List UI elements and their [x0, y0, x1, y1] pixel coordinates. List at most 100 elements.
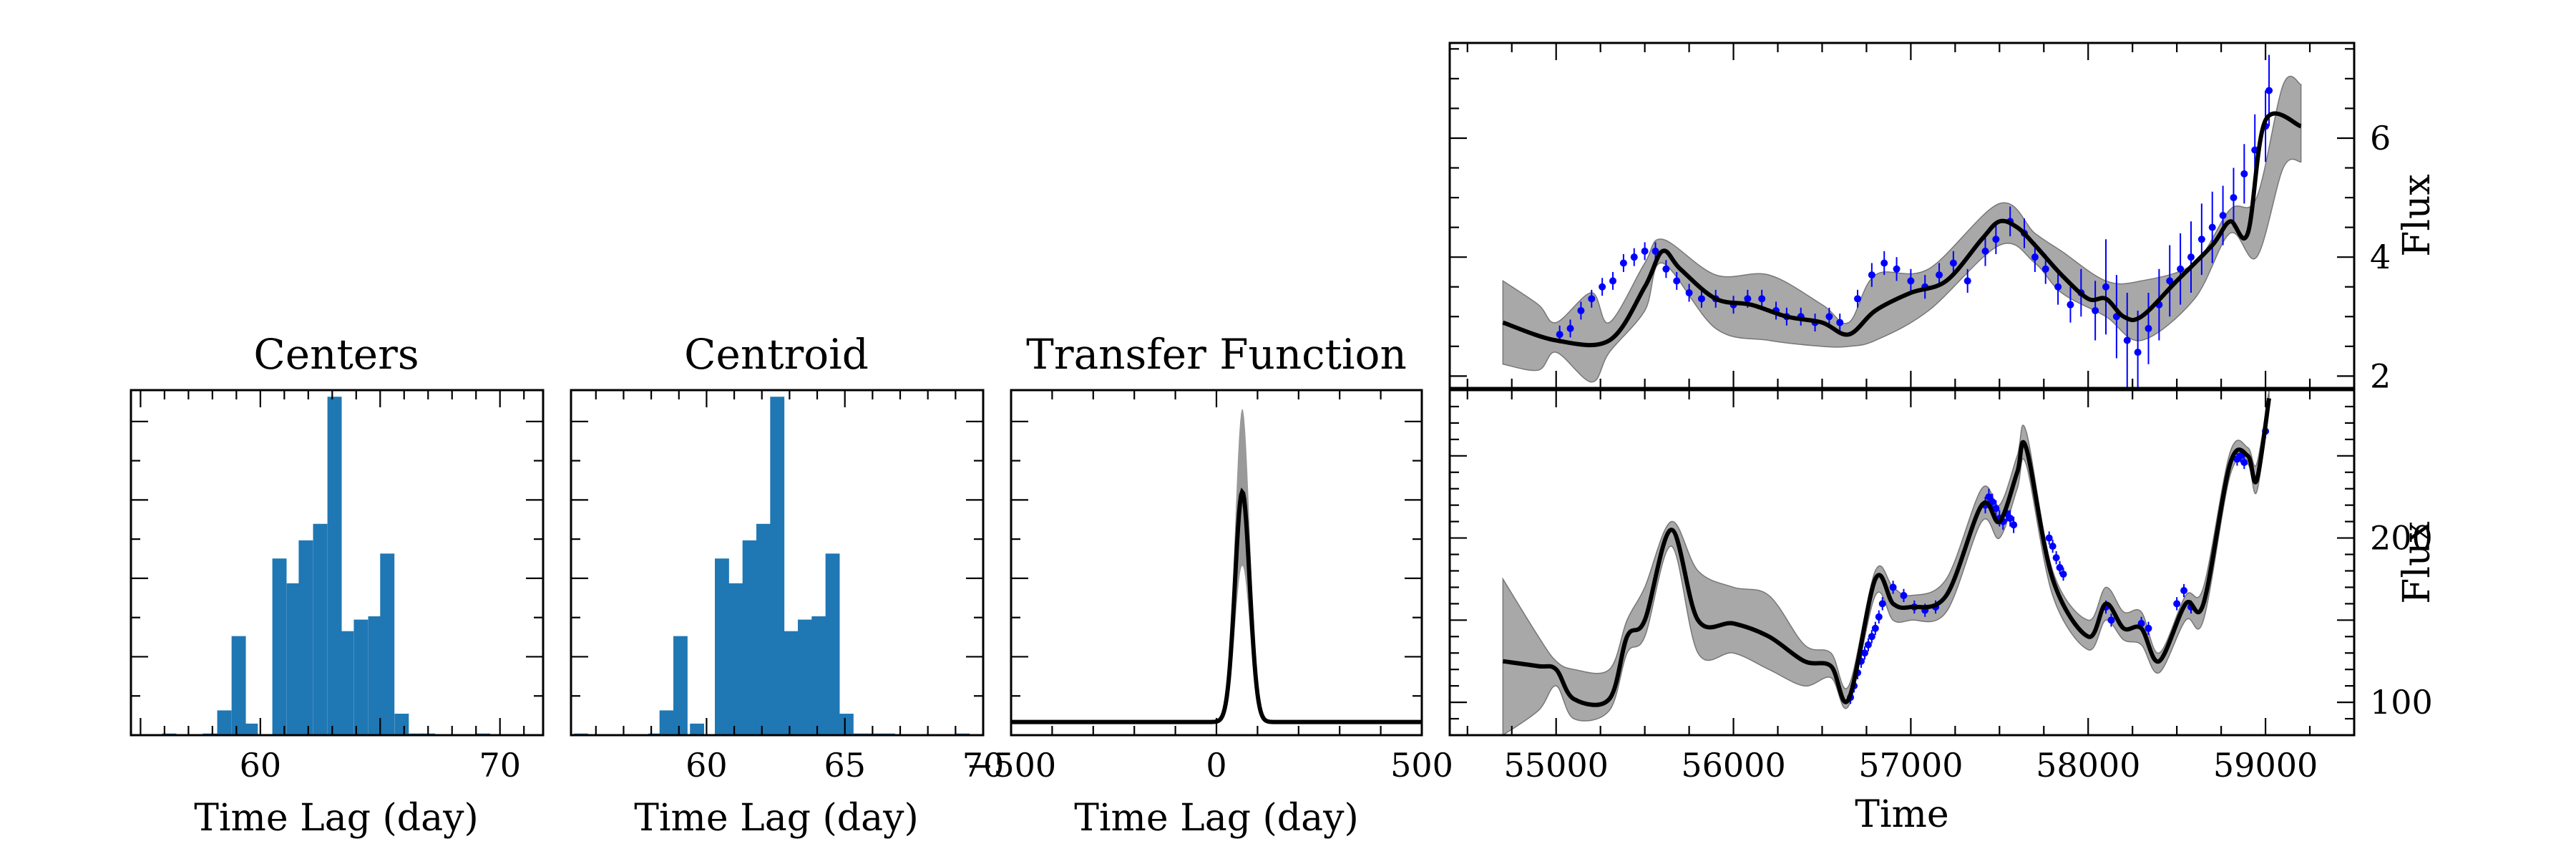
upper-data-point: [1825, 313, 1833, 321]
transfer-function-panel: Transfer Function −500 0 500 Time Lag (day…: [966, 330, 1453, 840]
lower-data-point: [2059, 571, 2067, 578]
centroid-xlabel: Time Lag (day): [634, 797, 919, 840]
upper-data-point: [2177, 265, 2185, 273]
lower-x-tick-label: 55000: [1504, 746, 1609, 785]
centers-bar: [313, 523, 328, 735]
lower-x-tick-label: 57000: [1858, 746, 1963, 785]
upper-data-point: [1949, 259, 1957, 267]
transfer-function-uncertainty-band: [1011, 408, 1422, 724]
upper-data-point: [1936, 271, 1943, 279]
upper-data-point: [2145, 324, 2152, 332]
upper-axes-frame: [1448, 42, 2356, 389]
centers-bar: [394, 714, 409, 735]
transfer-function-mean-line: [1011, 487, 1422, 724]
upper-data-point: [1609, 277, 1617, 285]
lower-x-tick-label: 56000: [1681, 746, 1785, 785]
lower-data-point: [1989, 498, 1996, 506]
lower-data-point: [1900, 591, 1908, 599]
centers-bar: [353, 619, 369, 735]
upper-data-point: [2166, 277, 2174, 285]
upper-data-point: [1697, 295, 1705, 303]
centers-bar: [217, 710, 232, 735]
transfer-function-x-tick-labels: −500 0 500: [966, 746, 1453, 785]
upper-data-point: [1880, 259, 1888, 267]
upper-data-point: [1744, 295, 1752, 303]
lower-data-point: [2045, 534, 2053, 542]
upper-model-line: [1502, 111, 2302, 348]
upper-data-point: [2054, 283, 2062, 291]
lower-data-point: [2052, 554, 2060, 562]
upper-y-tick-label: 4: [2370, 238, 2391, 276]
lower-y-tick-label: 200: [2370, 519, 2433, 558]
upper-data-point: [2265, 87, 2273, 94]
lower-data-point: [2107, 616, 2115, 624]
centroid-x-tick-label: 65: [824, 746, 866, 785]
transfer-function-axes-frame: [1010, 389, 1423, 737]
upper-data-point: [2230, 194, 2238, 202]
centers-title: Centers: [253, 330, 419, 379]
upper-data-point: [2240, 170, 2248, 178]
upper-ticks: [1450, 43, 2354, 388]
transfer-function-title: Transfer Function: [1026, 330, 1407, 379]
lower-data-point: [2237, 452, 2245, 460]
centers-x-tick-label: 70: [479, 746, 521, 785]
lower-data-point: [2049, 543, 2057, 550]
upper-data-point: [1619, 259, 1627, 267]
centroid-bar: [811, 616, 826, 735]
upper-data-point: [2067, 301, 2074, 309]
lower-y-tick-label: 100: [2370, 683, 2433, 722]
lower-data-point: [2010, 521, 2018, 529]
centers-x-tick-labels: 60 70: [240, 746, 521, 785]
centroid-bar: [784, 631, 799, 735]
lower-model-curve: [1502, 398, 2272, 707]
lower-axes-frame: [1448, 389, 2356, 737]
centroid-axes-frame: [570, 389, 985, 737]
transfer-function-x-tick-label: −500: [966, 746, 1056, 785]
upper-data-point: [1758, 295, 1766, 303]
upper-ylabel: Flux: [2396, 174, 2439, 257]
upper-band-area: [1502, 75, 2302, 383]
upper-data-point: [1907, 277, 1915, 285]
lower-x-tick-label: 59000: [2213, 746, 2318, 785]
upper-data-point: [2092, 306, 2099, 314]
lower-data-point: [1992, 505, 2000, 513]
centers-bar: [327, 397, 342, 735]
centroid-bar: [659, 710, 674, 735]
centers-bar: [298, 540, 313, 735]
upper-data-point: [1893, 265, 1901, 273]
centroid-x-tick-labels: 60 65 70: [686, 746, 1004, 785]
upper-data-point: [1981, 247, 1989, 255]
upper-data-point: [1685, 289, 1693, 297]
centroid-bar: [742, 540, 757, 735]
upper-y-tick-label: 2: [2370, 356, 2391, 395]
centers-bars: [162, 397, 491, 735]
centers-axes-frame: [130, 389, 545, 737]
centroid-panel: Centroid 60 65 70 Time Lag (day): [570, 330, 1004, 840]
upper-data-point: [1630, 253, 1638, 261]
centers-bar: [286, 583, 301, 735]
upper-uncertainty-band: [1502, 75, 2302, 383]
upper-model-curve: [1502, 111, 2302, 348]
centroid-bar: [715, 558, 729, 735]
lower-data-point: [1985, 493, 1993, 501]
lower-data-point: [2056, 563, 2064, 571]
centers-bar: [243, 723, 258, 735]
centers-xlabel: Time Lag (day): [194, 797, 479, 840]
centroid-x-tick-label: 70: [962, 746, 1005, 785]
upper-y-tick-label: 6: [2370, 119, 2391, 157]
lower-ylabel: Flux: [2396, 521, 2439, 604]
transfer-function-x-tick-label: 0: [1206, 746, 1226, 785]
upper-data-point: [1662, 265, 1670, 273]
upper-data-point: [2134, 349, 2142, 356]
upper-data-point: [1599, 283, 1606, 291]
upper-data-point: [1836, 319, 1844, 326]
transfer-function-xlabel: Time Lag (day): [1074, 797, 1359, 840]
lower-data-point: [2180, 587, 2188, 595]
centroid-bars: [573, 397, 970, 735]
lower-x-tick-label: 58000: [2036, 746, 2140, 785]
upper-data-point: [1652, 247, 1659, 255]
centers-bar: [231, 636, 246, 735]
lower-data-point: [1878, 600, 1886, 608]
lower-data-point: [1875, 613, 1883, 621]
